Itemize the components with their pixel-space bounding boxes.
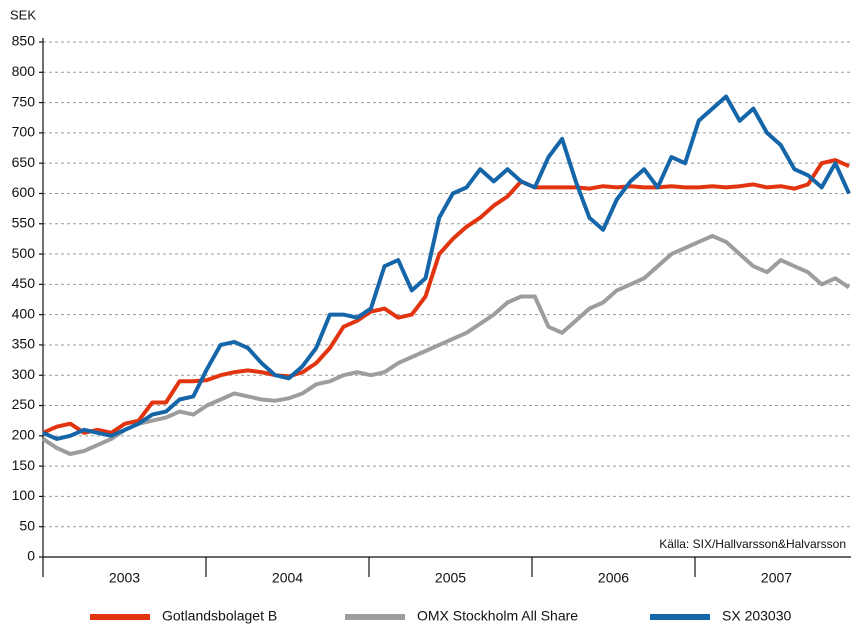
- y-tick-label: 350: [12, 336, 36, 352]
- y-tick-label: 700: [12, 124, 36, 140]
- y-tick-label: 850: [12, 33, 36, 49]
- y-axis-label: SEK: [10, 7, 36, 22]
- y-tick-label: 550: [12, 214, 36, 230]
- y-tick-label: 250: [12, 396, 36, 412]
- y-tick-label: 400: [12, 305, 36, 321]
- series-line: [41, 233, 851, 456]
- legend-label: OMX Stockholm All Share: [417, 608, 578, 624]
- y-tick-label: 450: [12, 275, 36, 291]
- y-tick-label: 100: [12, 487, 36, 503]
- y-tick-label: 200: [12, 427, 36, 443]
- legend-label: SX 203030: [722, 608, 791, 624]
- y-tick-label: 500: [12, 245, 36, 261]
- x-tick-label: 2006: [598, 570, 629, 586]
- x-tick-label: 2003: [109, 570, 140, 586]
- x-tick-label: 2007: [761, 570, 792, 586]
- y-tick-label: 750: [12, 93, 36, 109]
- y-tick-label: 0: [27, 548, 35, 564]
- y-tick-label: 600: [12, 184, 36, 200]
- y-tick-label: 300: [12, 366, 36, 382]
- y-tick-label: 650: [12, 154, 36, 170]
- x-tick-label: 2005: [435, 570, 466, 586]
- x-tick-label: 2004: [272, 570, 303, 586]
- source-note: Källa: SIX/Hallvarsson&Halvarsson: [659, 537, 846, 551]
- series-line: [42, 158, 850, 435]
- series-line: [42, 94, 851, 441]
- y-tick-label: 150: [12, 457, 36, 473]
- legend-label: Gotlandsbolaget B: [162, 608, 277, 624]
- y-tick-label: 50: [19, 517, 35, 533]
- y-tick-label: 800: [12, 63, 36, 79]
